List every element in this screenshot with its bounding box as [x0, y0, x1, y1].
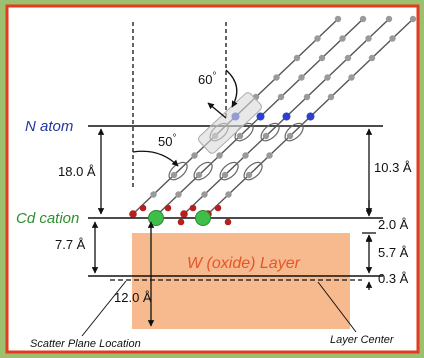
distance-7-7: 7.7 Å [55, 237, 86, 252]
carbon-atom [359, 15, 367, 23]
w-oxide-layer [132, 233, 350, 329]
distance-18-0: 18.0 Å [58, 164, 96, 179]
carbon-atom [170, 171, 178, 179]
oxygen-atom [224, 218, 232, 226]
carbon-atom [225, 191, 232, 198]
oxygen-atom [164, 204, 172, 212]
w-layer-label: W (oxide) Layer [187, 255, 301, 272]
distance-2-0: 2.0 Å [378, 217, 409, 232]
carbon-atom [262, 132, 270, 140]
carbon-atom [314, 35, 321, 42]
carbon-atom [318, 54, 326, 62]
angle-50-label: 50° [158, 133, 176, 149]
carbon-atom [368, 54, 376, 62]
scatter-plane-label: Scatter Plane Location [30, 338, 141, 350]
carbon-atom [195, 171, 203, 179]
angle-arc-50 [132, 150, 179, 167]
carbon-atom [175, 191, 182, 198]
carbon-atom [201, 191, 208, 198]
carbon-atom [327, 93, 335, 101]
nitrogen-atom [282, 112, 291, 121]
carbon-atom [365, 35, 372, 42]
carbon-atom [286, 132, 294, 140]
angle-60-label: 60° [198, 71, 216, 87]
tilt-arrow-60 [207, 102, 227, 119]
carbon-atom [389, 35, 396, 42]
carbon-atom [303, 93, 311, 101]
layer-center-pointer [317, 281, 357, 333]
cd-cation-label: Cd cation [16, 210, 79, 227]
oxygen-atom [180, 210, 188, 218]
nitrogen-atom [256, 112, 265, 121]
carbon-atom [242, 152, 249, 159]
carbon-atom [221, 171, 229, 179]
oxygen-atom [177, 218, 185, 226]
oxygen-atom [129, 210, 137, 218]
nitrogen-atom [306, 112, 315, 121]
carbon-atom [245, 171, 253, 179]
distance-5-7: 5.7 Å [378, 245, 409, 260]
carbon-atom [339, 35, 346, 42]
carbon-atom [344, 54, 352, 62]
scatter-plane-pointer [81, 280, 127, 337]
oxygen-atom [139, 204, 147, 212]
carbon-atom [273, 74, 280, 81]
carbon-atom [348, 74, 355, 81]
aromatic-ring [243, 161, 263, 181]
aromatic-ring [168, 161, 188, 181]
carbon-atom [191, 152, 198, 159]
n-atom-label: N atom [25, 118, 73, 135]
carbon-atom [216, 152, 223, 159]
aromatic-ring [193, 161, 213, 181]
carbon-atom [324, 74, 331, 81]
aromatic-ring [284, 122, 304, 142]
carbon-atom [298, 74, 305, 81]
carbon-atom [293, 54, 301, 62]
distance-0-3: 0.3 Å [378, 271, 409, 286]
angle-arc-60 [225, 69, 238, 108]
carbon-atom [266, 152, 273, 159]
layer-center-label: Layer Center [330, 334, 395, 346]
carbon-atom [334, 15, 342, 23]
molecule-chains [129, 15, 417, 226]
oxygen-atom [189, 204, 197, 212]
aromatic-ring [260, 122, 280, 142]
oxygen-atom [214, 204, 222, 212]
cd-cation-atom [195, 210, 211, 226]
carbon-atom [236, 132, 244, 140]
carbon-atom [409, 15, 417, 23]
carbon-atom [277, 93, 285, 101]
carbon-atom [385, 15, 393, 23]
aromatic-ring [219, 161, 239, 181]
distance-10-3: 10.3 Å [374, 160, 412, 175]
distance-12-0: 12.0 Å [114, 290, 152, 305]
carbon-atom [150, 191, 157, 198]
